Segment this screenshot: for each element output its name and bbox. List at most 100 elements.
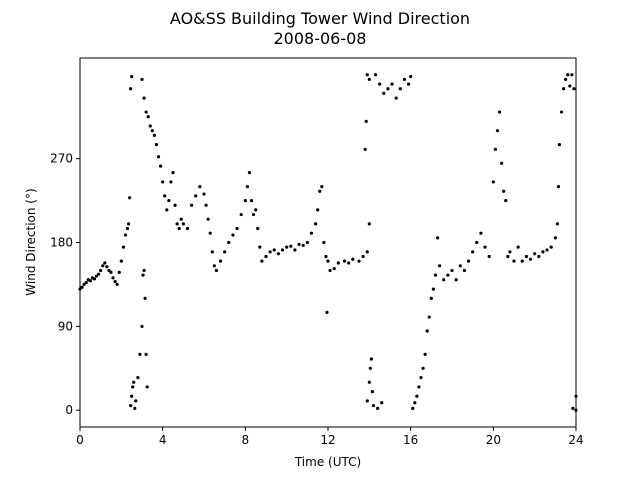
data-point bbox=[148, 124, 152, 128]
data-point bbox=[268, 250, 272, 254]
data-point bbox=[433, 273, 438, 277]
data-point bbox=[190, 203, 194, 207]
data-point bbox=[121, 245, 125, 249]
data-point bbox=[175, 222, 179, 226]
data-point bbox=[342, 259, 347, 263]
chart-subtitle: 2008-06-08 bbox=[274, 29, 367, 48]
data-point bbox=[206, 217, 210, 221]
data-point bbox=[376, 406, 380, 410]
x-tick-label: 12 bbox=[320, 433, 335, 447]
data-point bbox=[479, 231, 483, 235]
data-point bbox=[231, 233, 235, 237]
data-point bbox=[500, 161, 504, 165]
data-point bbox=[512, 259, 516, 263]
data-point bbox=[325, 310, 329, 314]
data-point bbox=[204, 203, 208, 207]
data-point bbox=[129, 87, 133, 91]
data-point bbox=[289, 244, 293, 248]
data-point bbox=[142, 268, 146, 273]
data-point bbox=[413, 401, 417, 405]
data-point bbox=[442, 278, 446, 282]
data-point bbox=[318, 189, 322, 193]
data-point bbox=[258, 245, 262, 249]
y-tick-label: 0 bbox=[65, 403, 73, 417]
data-point bbox=[417, 385, 421, 389]
y-tick-label: 90 bbox=[58, 319, 73, 333]
data-point bbox=[131, 385, 135, 389]
data-point bbox=[144, 352, 148, 356]
data-point bbox=[402, 77, 407, 82]
data-point bbox=[260, 259, 264, 263]
data-point bbox=[150, 129, 154, 133]
axes-frame bbox=[79, 57, 577, 428]
data-point bbox=[487, 254, 491, 259]
data-point bbox=[497, 110, 502, 114]
data-point bbox=[570, 73, 574, 77]
data-point bbox=[305, 240, 309, 245]
data-point bbox=[159, 164, 163, 168]
data-point bbox=[101, 264, 105, 268]
data-point bbox=[167, 198, 171, 203]
data-point bbox=[524, 254, 529, 259]
data-point bbox=[386, 87, 390, 91]
data-point bbox=[398, 87, 402, 91]
data-point bbox=[336, 261, 340, 265]
data-point bbox=[365, 73, 369, 77]
data-point bbox=[223, 250, 227, 254]
data-point bbox=[382, 91, 386, 96]
data-point bbox=[502, 189, 506, 193]
data-point bbox=[214, 268, 218, 273]
data-point bbox=[210, 250, 214, 254]
data-point bbox=[466, 259, 471, 263]
data-point bbox=[446, 273, 450, 277]
data-point bbox=[256, 226, 260, 231]
x-tick-label: 16 bbox=[403, 433, 418, 447]
data-point bbox=[173, 203, 177, 207]
data-point bbox=[411, 406, 415, 410]
data-point bbox=[94, 274, 99, 278]
data-point bbox=[99, 268, 103, 273]
data-point bbox=[555, 222, 560, 226]
data-point bbox=[309, 231, 314, 235]
data-point bbox=[115, 282, 119, 287]
data-point bbox=[171, 171, 175, 175]
data-point bbox=[293, 248, 297, 252]
x-tick-label: 8 bbox=[242, 433, 250, 447]
data-point bbox=[549, 245, 553, 249]
data-point bbox=[462, 268, 466, 273]
data-point bbox=[280, 248, 285, 252]
data-point bbox=[504, 198, 508, 203]
data-point bbox=[421, 366, 425, 370]
data-point bbox=[161, 180, 165, 184]
data-point bbox=[133, 406, 137, 410]
data-point bbox=[435, 236, 440, 240]
data-point bbox=[361, 254, 365, 259]
data-point bbox=[320, 184, 324, 189]
data-point bbox=[564, 77, 568, 82]
data-point bbox=[562, 87, 566, 91]
data-point bbox=[438, 264, 442, 268]
data-point bbox=[128, 196, 132, 200]
data-point bbox=[407, 82, 411, 86]
data-point bbox=[301, 243, 305, 247]
data-point bbox=[111, 276, 115, 280]
data-point bbox=[208, 231, 212, 235]
data-point bbox=[371, 403, 376, 408]
data-point bbox=[545, 248, 549, 252]
chart-title: AO&SS Building Tower Wind Direction bbox=[170, 9, 470, 28]
data-point bbox=[454, 278, 458, 282]
data-point bbox=[129, 403, 133, 408]
data-point bbox=[508, 250, 512, 254]
data-point bbox=[198, 184, 202, 189]
data-point bbox=[144, 110, 148, 114]
data-point bbox=[141, 273, 145, 277]
data-point bbox=[483, 245, 487, 249]
data-point bbox=[117, 270, 121, 274]
data-point bbox=[528, 257, 533, 261]
data-point bbox=[163, 194, 167, 198]
data-point bbox=[218, 259, 223, 263]
data-point bbox=[364, 119, 368, 123]
data-point bbox=[130, 394, 134, 398]
data-point bbox=[566, 73, 570, 77]
data-point bbox=[380, 401, 384, 405]
